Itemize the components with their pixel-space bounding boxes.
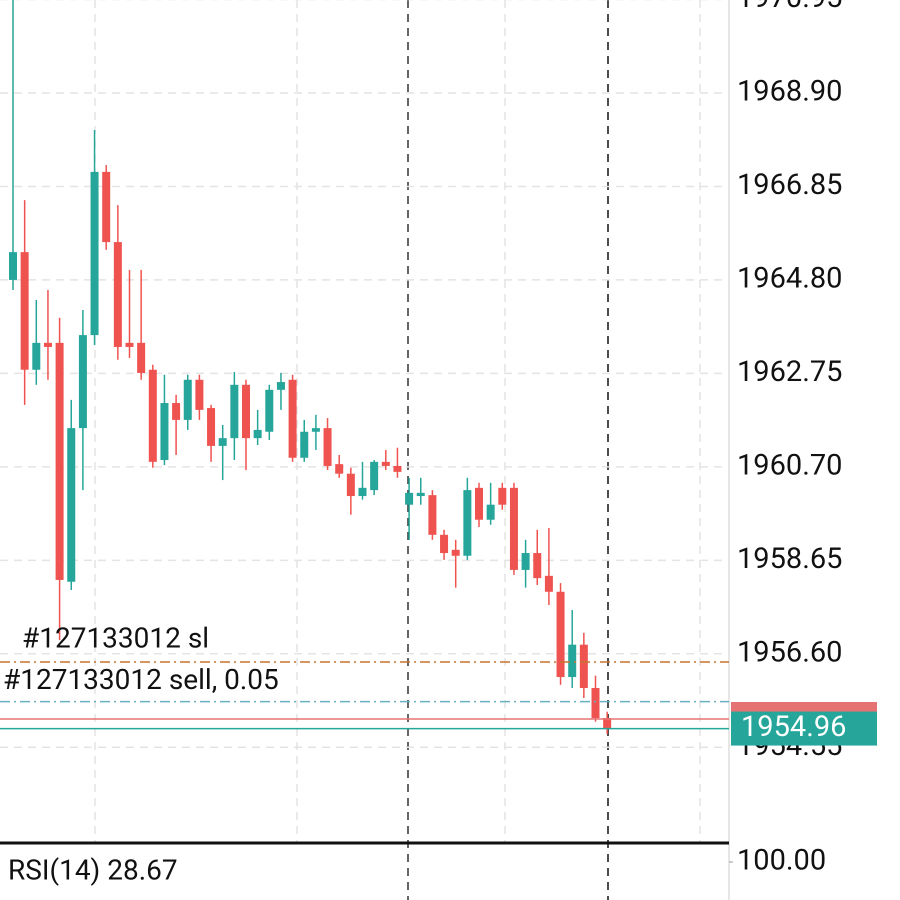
- candle-body: [276, 382, 285, 390]
- candle-body: [405, 492, 414, 505]
- candle-body: [544, 575, 553, 592]
- y-tick-label: 1970.95: [737, 0, 842, 15]
- candle-body: [591, 687, 600, 719]
- candle-body: [381, 461, 390, 466]
- plot: #127133012 sl #127133012 sell, 0.05: [0, 0, 729, 749]
- rsi-label: RSI(14) 28.67: [8, 853, 178, 886]
- candle-body: [428, 495, 437, 535]
- candle-body: [311, 428, 320, 432]
- order-label: #127133012 sell, 0.05: [3, 663, 279, 696]
- y-tick-label: 1958.65: [737, 542, 842, 576]
- candle-body: [137, 342, 146, 373]
- y-tick-label: 1956.60: [737, 635, 842, 669]
- candle-body: [207, 408, 216, 446]
- y-tick-label: 1964.80: [737, 262, 842, 296]
- sl-label: #127133012 sl: [22, 621, 209, 654]
- candle-body: [218, 438, 227, 446]
- candle-body: [451, 549, 460, 556]
- candle-body: [579, 644, 588, 688]
- candle-body: [9, 252, 17, 280]
- candle-body: [323, 428, 332, 466]
- candle-body: [498, 487, 507, 505]
- candle-body: [533, 553, 542, 579]
- candle-body: [242, 384, 250, 439]
- y-tick-label: 1968.90: [737, 75, 842, 109]
- candle-body: [102, 171, 111, 243]
- candle-body: [475, 487, 483, 520]
- rsi-tick-label: 100.00: [737, 844, 826, 878]
- candle-body: [20, 252, 29, 370]
- bid-price-label: 1954.96: [741, 710, 846, 744]
- candle-body: [183, 379, 192, 420]
- candle-body: [195, 379, 204, 410]
- candle-body: [113, 242, 122, 347]
- candle-body: [463, 490, 472, 556]
- y-tick-label: 1962.75: [737, 355, 842, 389]
- vertical-grid: [94, 0, 701, 843]
- candle-body: [603, 718, 612, 729]
- candle-body: [440, 534, 449, 554]
- candle-body: [486, 504, 495, 520]
- candle-body: [393, 465, 402, 472]
- candle-body: [160, 403, 169, 461]
- candle-body: [346, 473, 355, 497]
- candle-body: [288, 379, 297, 458]
- candle-body: [509, 487, 518, 570]
- candle-body: [416, 492, 425, 497]
- candle-body: [55, 342, 64, 580]
- candle-body: [521, 553, 530, 570]
- candle-body: [148, 369, 157, 462]
- candle-body: [253, 429, 262, 439]
- candle-body: [90, 171, 99, 336]
- candle-body: [125, 342, 134, 347]
- candle-body: [230, 384, 239, 439]
- candle-body: [335, 464, 344, 474]
- candle-body: [67, 428, 76, 582]
- candle-body: [43, 342, 52, 347]
- candle-body: [300, 431, 309, 458]
- bid-price-tag: [731, 711, 877, 746]
- candle-body: [78, 335, 87, 429]
- candle-body: [265, 389, 274, 432]
- candle-body: [358, 487, 367, 497]
- candle-body: [172, 403, 181, 420]
- candle-body: [568, 644, 577, 678]
- candle-body: [32, 342, 41, 370]
- y-tick-label: 1966.85: [737, 168, 842, 202]
- candle-body: [556, 591, 565, 678]
- y-tick-label: 1960.70: [737, 449, 842, 483]
- candle-body: [370, 461, 379, 491]
